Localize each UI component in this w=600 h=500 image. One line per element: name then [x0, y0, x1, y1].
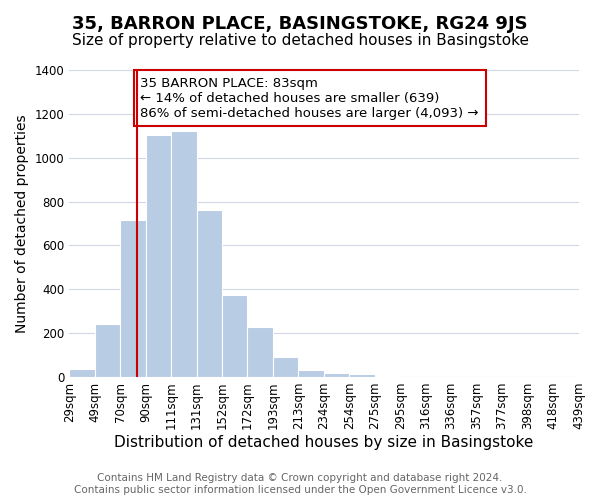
Text: 35, BARRON PLACE, BASINGSTOKE, RG24 9JS: 35, BARRON PLACE, BASINGSTOKE, RG24 9JS — [72, 15, 528, 33]
Bar — [197, 210, 222, 377]
Bar — [171, 132, 197, 377]
X-axis label: Distribution of detached houses by size in Basingstoke: Distribution of detached houses by size … — [114, 435, 533, 450]
Bar — [120, 220, 146, 377]
Text: 35 BARRON PLACE: 83sqm
← 14% of detached houses are smaller (639)
86% of semi-de: 35 BARRON PLACE: 83sqm ← 14% of detached… — [140, 76, 479, 120]
Text: Contains HM Land Registry data © Crown copyright and database right 2024.
Contai: Contains HM Land Registry data © Crown c… — [74, 474, 526, 495]
Bar — [324, 372, 349, 377]
Bar — [146, 134, 171, 377]
Bar — [95, 324, 120, 377]
Bar — [247, 326, 273, 377]
Bar — [349, 374, 375, 377]
Bar — [273, 357, 298, 377]
Bar — [298, 370, 324, 377]
Bar — [375, 376, 400, 377]
Y-axis label: Number of detached properties: Number of detached properties — [15, 114, 29, 333]
Bar — [69, 370, 95, 377]
Bar — [222, 294, 247, 377]
Text: Size of property relative to detached houses in Basingstoke: Size of property relative to detached ho… — [71, 32, 529, 48]
